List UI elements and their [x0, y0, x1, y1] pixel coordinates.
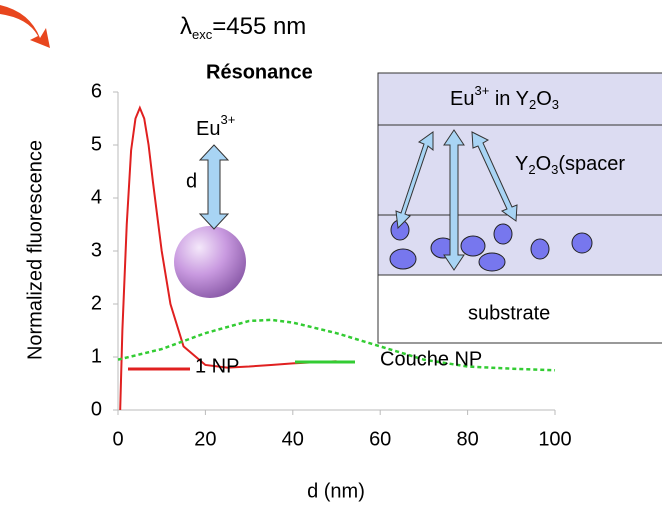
legend: 1 NP Couche NP	[128, 348, 482, 377]
y-tick-label: 5	[91, 133, 102, 155]
t: 3	[552, 97, 559, 112]
y-tick-label: 6	[91, 80, 102, 102]
x-tick-label: 60	[369, 428, 391, 450]
title-sub: exc	[192, 27, 213, 42]
y-axis-label: Normalized fluorescence	[24, 140, 46, 360]
y-tick-label: 2	[91, 292, 102, 314]
x-tick-label: 40	[282, 428, 304, 450]
title-rest: =455 nm	[212, 13, 306, 40]
corner-arrow	[0, 5, 50, 48]
y-tick-label: 1	[91, 345, 102, 367]
ion-base: Eu	[196, 118, 220, 140]
series-line	[119, 105, 337, 411]
layer-box	[377, 72, 662, 276]
title-base: λ	[180, 13, 192, 40]
distance-label: d	[186, 170, 197, 192]
chart-title: λexc=455 nm	[180, 13, 306, 42]
ion-sup: 3+	[220, 112, 235, 127]
inset: Eu3+ in Y2O3 Y2O3(spacer substrate	[377, 72, 662, 344]
substrate-label: substrate	[468, 302, 550, 324]
t: 3	[551, 162, 558, 177]
t: O	[536, 153, 552, 175]
ion-label: Eu3+	[196, 112, 235, 140]
t: 3+	[474, 83, 489, 98]
t: in Y	[489, 88, 529, 110]
t: 2	[528, 162, 535, 177]
legend-label: 1 NP	[195, 355, 239, 377]
distance-arrow	[198, 144, 230, 230]
layer-top-label: Eu3+ in Y2O3	[450, 83, 559, 112]
np-layer	[389, 219, 593, 272]
y-tick-label: 4	[91, 186, 102, 208]
t: 2	[529, 97, 536, 112]
series-line	[117, 318, 556, 372]
y-tick-label: 0	[91, 398, 102, 420]
arrows	[395, 129, 518, 271]
x-axis-label: d (nm)	[307, 480, 365, 502]
nanoparticle	[174, 226, 246, 298]
t: Y	[515, 153, 528, 175]
x-tick-label: 80	[456, 428, 478, 450]
x-tick-label: 100	[538, 428, 571, 450]
substrate-box	[377, 274, 662, 344]
x-tick-label: 0	[112, 428, 123, 450]
x-tick-label: 20	[194, 428, 216, 450]
y-tick-label: 3	[91, 239, 102, 261]
t: Eu	[450, 88, 474, 110]
legend-label: Couche NP	[380, 348, 482, 370]
chart-subtitle: Résonance	[206, 61, 313, 83]
t: (spacer	[558, 153, 625, 175]
t: O	[536, 88, 552, 110]
layer-spacer-label: Y2O3(spacer	[515, 153, 625, 177]
